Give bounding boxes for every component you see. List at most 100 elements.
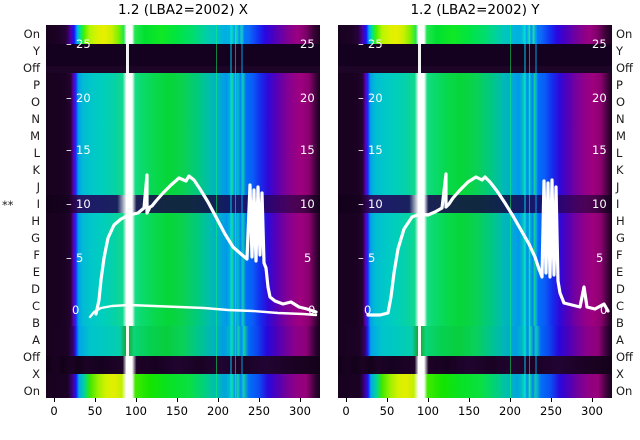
category-label-left-21: On xyxy=(23,384,40,398)
category-label-left-2: Off xyxy=(23,61,40,75)
xtick-label-250: 250 xyxy=(248,404,270,418)
spectrogram-dark-strip-lower xyxy=(338,356,612,374)
category-label-right-19: Off xyxy=(616,350,633,364)
x-axis-left: 0 50 100 150 200 250 300 xyxy=(46,398,320,438)
xtick-mark-150 xyxy=(177,398,178,402)
ytick-left-dash-5: – xyxy=(358,251,364,265)
category-label-right-16: C xyxy=(616,299,625,313)
category-label-left-3: P xyxy=(33,78,40,92)
xtick-mark-150 xyxy=(469,398,470,402)
xtick-label-300: 300 xyxy=(289,404,311,418)
category-label-left-7: L xyxy=(33,146,40,160)
overlay-main-trace xyxy=(94,173,318,316)
ytick-right-25: 25 xyxy=(592,37,607,51)
ytick-left-10: 10 xyxy=(368,197,383,211)
overlay-trace-group-right xyxy=(366,172,610,317)
category-label-right-2: Off xyxy=(616,61,633,75)
heatmap-panel-right[interactable]: – 25 – 20 – 15 – 10 – 5 0 25 20 15 10 5 … xyxy=(338,25,612,398)
ytick-left-5: 5 xyxy=(368,251,376,265)
xtick-mark-300 xyxy=(592,398,593,402)
ytick-left-dash-10: – xyxy=(66,197,72,211)
xtick-label-100: 100 xyxy=(417,404,439,418)
spike-column-d xyxy=(241,25,243,398)
category-label-left-15: D xyxy=(31,282,40,296)
category-label-left-1: Y xyxy=(32,44,40,58)
category-label-right-20: X xyxy=(616,367,624,381)
category-label-right-3: P xyxy=(616,78,623,92)
ytick-left-dash-20: – xyxy=(66,91,72,105)
spike-column-d xyxy=(535,25,537,398)
spike-column-a xyxy=(216,25,217,398)
category-label-right-5: N xyxy=(616,112,625,126)
category-label-left-9: J xyxy=(36,180,40,194)
ytick-right-25: 25 xyxy=(300,37,315,51)
spectrogram-band-top xyxy=(46,25,320,44)
category-marker-asterisks: ** xyxy=(2,198,14,212)
ytick-right-20: 20 xyxy=(592,91,607,105)
ytick-left-dash-25: – xyxy=(358,37,364,51)
category-label-left-11: H xyxy=(31,214,40,228)
xtick-mark-200 xyxy=(218,398,219,402)
ytick-left-dash-10: – xyxy=(358,197,364,211)
spectrogram-gap-top-secondary xyxy=(338,66,612,74)
category-label-left-16: C xyxy=(31,299,40,313)
xtick-label-250: 250 xyxy=(540,404,562,418)
category-label-left-18: A xyxy=(32,333,40,347)
spike-column-white-gap xyxy=(126,25,129,398)
xtick-mark-50 xyxy=(95,398,96,402)
category-label-right-14: E xyxy=(616,265,624,279)
spectrogram-band-lower-upper xyxy=(338,326,612,356)
overlay-baseline-trace xyxy=(88,303,318,319)
category-label-right-0: On xyxy=(616,27,633,41)
xtick-label-100: 100 xyxy=(125,404,147,418)
ytick-right-0: 0 xyxy=(308,303,316,317)
xtick-label-200: 200 xyxy=(499,404,521,418)
xtick-label-50: 50 xyxy=(379,404,395,418)
xtick-mark-0 xyxy=(346,398,347,402)
xtick-mark-250 xyxy=(551,398,552,402)
xtick-mark-50 xyxy=(387,398,388,402)
ytick-left-15: 15 xyxy=(76,143,91,157)
category-label-right-13: F xyxy=(616,248,623,262)
ytick-left-20: 20 xyxy=(76,91,91,105)
spectrogram-band-top xyxy=(338,25,612,44)
spike-column-white-gap xyxy=(418,25,421,398)
ytick-right-0: 0 xyxy=(600,303,608,317)
ytick-right-5: 5 xyxy=(304,251,312,265)
category-label-left-10: I xyxy=(36,197,40,211)
ytick-left-dash-15: – xyxy=(358,143,364,157)
ytick-left-0: 0 xyxy=(72,303,80,317)
xtick-mark-200 xyxy=(510,398,511,402)
xtick-mark-0 xyxy=(54,398,55,402)
spectrogram-gap-top-secondary xyxy=(46,66,320,74)
category-label-left-8: K xyxy=(32,163,40,177)
ytick-left-5: 5 xyxy=(76,251,84,265)
xtick-label-200: 200 xyxy=(207,404,229,418)
category-label-left-13: F xyxy=(33,248,40,262)
category-label-right-18: A xyxy=(616,333,624,347)
category-label-left-14: E xyxy=(32,265,40,279)
heatmap-panel-left[interactable]: – 25 – 20 – 15 – 10 – 5 0 25 20 15 10 5 … xyxy=(46,25,320,398)
panel-title-left: 1.2 (LBA2=2002) X xyxy=(117,2,249,18)
spike-column-b xyxy=(230,25,232,398)
xtick-label-300: 300 xyxy=(581,404,603,418)
category-label-right-12: G xyxy=(616,231,625,245)
ytick-right-15: 15 xyxy=(300,143,315,157)
spectrogram-band-lower-upper xyxy=(46,326,320,356)
ytick-left-25: 25 xyxy=(76,37,91,51)
category-label-left-19: Off xyxy=(23,350,40,364)
category-label-left-12: G xyxy=(31,231,40,245)
category-label-right-7: L xyxy=(616,146,623,160)
spike-column-b xyxy=(524,25,526,398)
xtick-label-0: 0 xyxy=(342,404,350,418)
ytick-right-15: 15 xyxy=(592,143,607,157)
category-label-left-6: M xyxy=(30,129,40,143)
ytick-left-10: 10 xyxy=(76,197,91,211)
spectrogram-band-bottom xyxy=(46,374,320,398)
ytick-left-0: 0 xyxy=(364,303,372,317)
panel-title-right: 1.2 (LBA2=2002) Y xyxy=(410,2,540,18)
category-label-right-11: H xyxy=(616,214,625,228)
ytick-left-15: 15 xyxy=(368,143,383,157)
ytick-right-20: 20 xyxy=(300,91,315,105)
